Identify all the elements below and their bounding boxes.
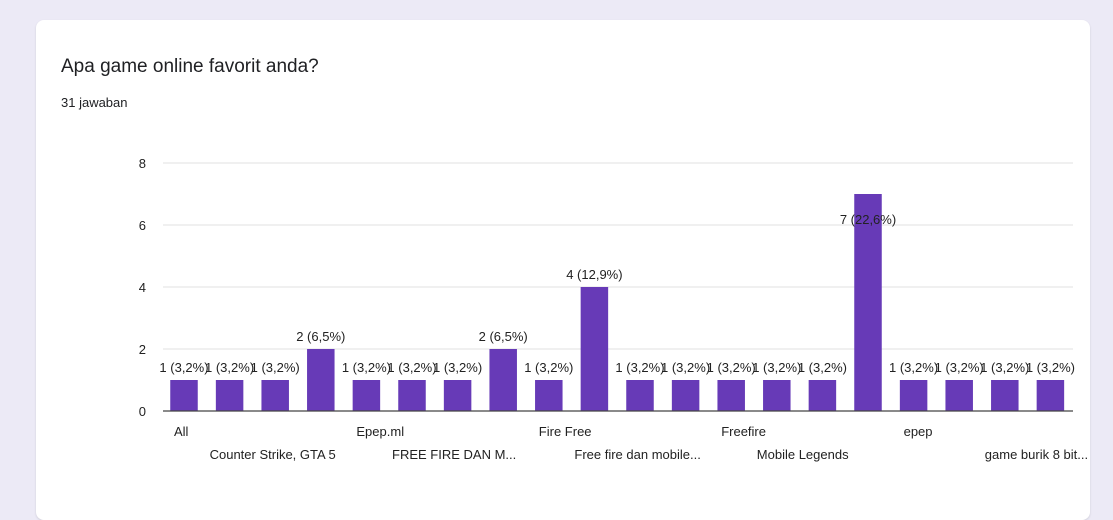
bar (535, 380, 563, 411)
question-card: Apa game online favorit anda? 31 jawaban (36, 20, 1090, 520)
data-label: 1 (3,2%) (661, 360, 710, 375)
y-tick-label: 0 (139, 404, 146, 419)
bar (763, 380, 791, 411)
data-label: 1 (3,2%) (752, 360, 801, 375)
bar (398, 380, 426, 411)
bar (808, 380, 837, 411)
data-label: 1 (3,2%) (159, 360, 208, 375)
data-label: 1 (3,2%) (935, 360, 984, 375)
y-tick-label: 6 (139, 218, 146, 233)
x-category-label: FREE FIRE DAN M... (392, 447, 516, 462)
data-label: 4 (12,9%) (566, 267, 622, 282)
data-label: 2 (6,5%) (296, 329, 345, 344)
data-label: 1 (3,2%) (387, 360, 436, 375)
x-category-label: Mobile Legends (757, 447, 849, 462)
data-label: 1 (3,2%) (251, 360, 300, 375)
data-label: 1 (3,2%) (342, 360, 391, 375)
bar (991, 380, 1019, 411)
x-category-label: Freefire (721, 424, 766, 439)
data-label: 1 (3,2%) (980, 360, 1029, 375)
bar (170, 380, 198, 411)
data-label: 1 (3,2%) (1026, 360, 1075, 375)
x-category-label: Fire Free (539, 424, 592, 439)
data-label: 1 (3,2%) (615, 360, 664, 375)
bar (215, 380, 244, 411)
bar (580, 287, 609, 411)
bar (443, 380, 472, 411)
bar (717, 380, 745, 411)
data-label: 1 (3,2%) (889, 360, 938, 375)
y-tick-label: 2 (139, 342, 146, 357)
data-label: 1 (3,2%) (205, 360, 254, 375)
x-category-label: All (174, 424, 189, 439)
data-label: 1 (3,2%) (433, 360, 482, 375)
x-category-label: Counter Strike, GTA 5 (210, 447, 336, 462)
bar (352, 380, 381, 411)
data-label: 1 (3,2%) (798, 360, 847, 375)
data-label: 2 (6,5%) (479, 329, 528, 344)
x-category-label: epep (904, 424, 933, 439)
bar (307, 349, 335, 411)
question-title: Apa game online favorit anda? (61, 56, 319, 77)
data-label: 1 (3,2%) (707, 360, 756, 375)
bar (854, 194, 882, 411)
x-category-label: Free fire dan mobile... (574, 447, 700, 462)
bar (899, 380, 928, 411)
response-count: 31 jawaban (61, 95, 128, 110)
data-label: 1 (3,2%) (524, 360, 573, 375)
bar (489, 349, 517, 411)
bar (671, 380, 700, 411)
bar (261, 380, 289, 411)
bar (1036, 380, 1065, 411)
x-category-label: Epep.ml (356, 424, 404, 439)
y-tick-label: 4 (139, 280, 146, 295)
x-category-label: game burik 8 bit... (985, 447, 1088, 462)
bar (626, 380, 654, 411)
data-label: 7 (22,6%) (840, 212, 896, 227)
y-tick-label: 8 (139, 156, 146, 171)
bar (945, 380, 973, 411)
